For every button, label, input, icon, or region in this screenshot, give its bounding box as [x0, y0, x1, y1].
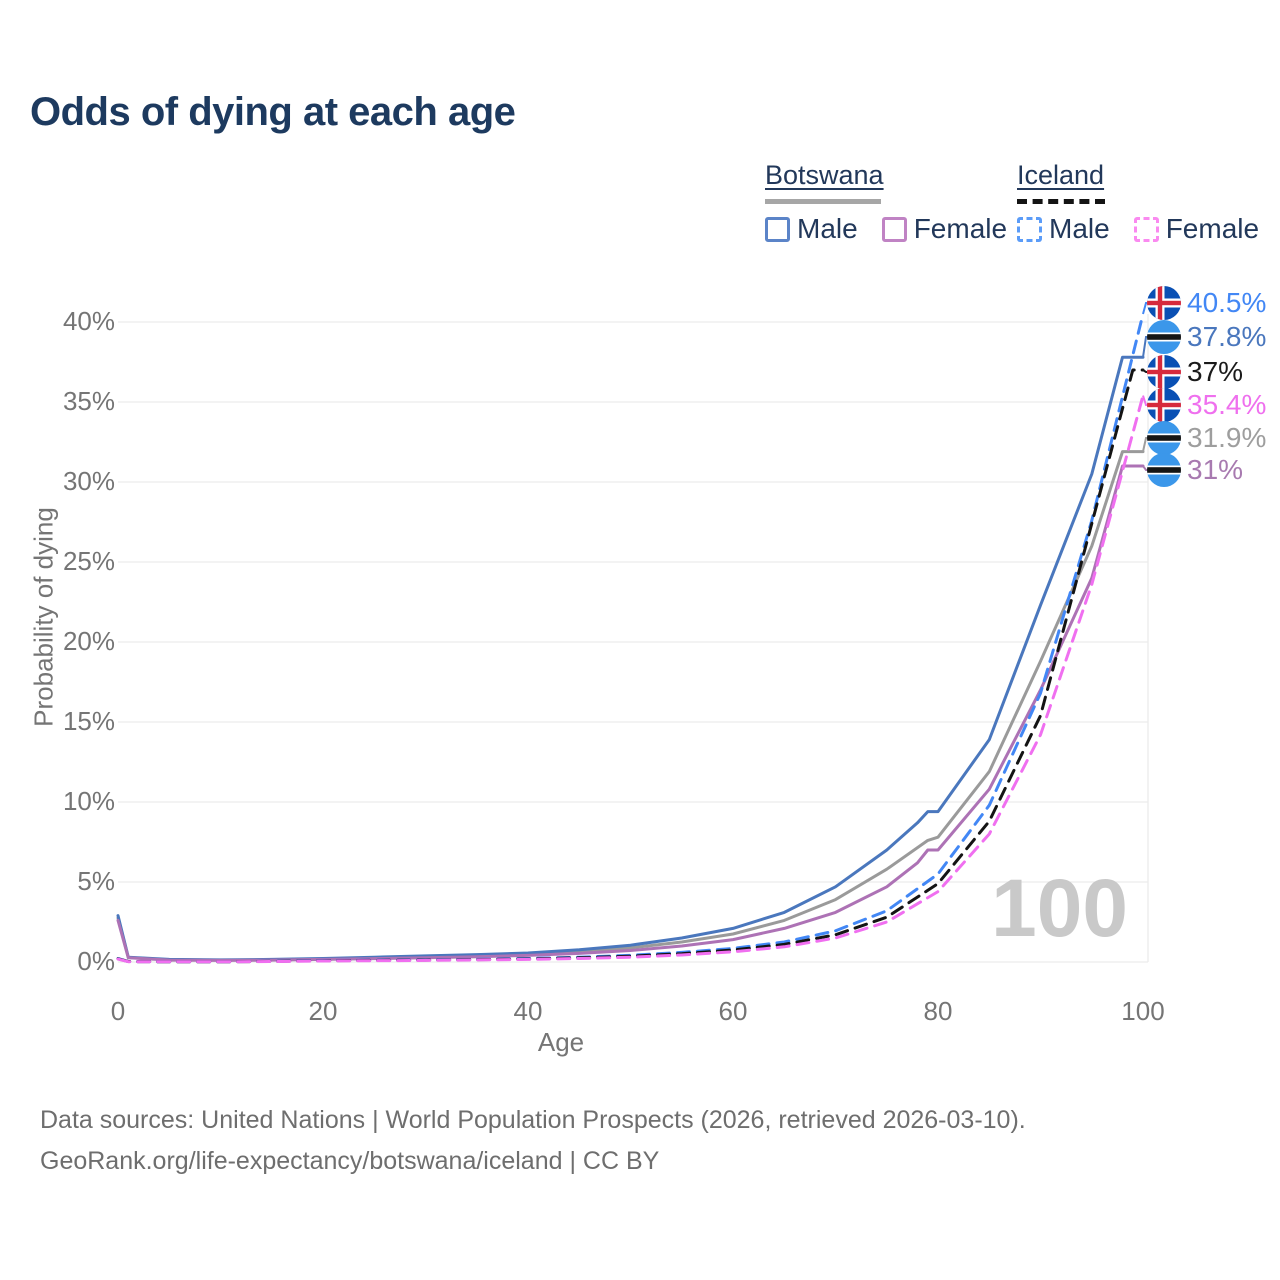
end-label-row: 31%: [1147, 453, 1243, 487]
end-label-row: 31.9%: [1147, 421, 1266, 455]
legend-group-iceland: Iceland Male Female: [1017, 160, 1259, 245]
legend-label-botswana-female: Female: [913, 213, 1008, 244]
legend-toggle-iceland-female[interactable]: Female: [1133, 213, 1260, 245]
legend-header-iceland[interactable]: Iceland: [1017, 160, 1105, 190]
x-tick-label: 60: [718, 996, 748, 1026]
checkbox-iceland-male[interactable]: [1017, 216, 1042, 242]
flag-icon-iceland: [1147, 355, 1181, 389]
end-label-row: 37.8%: [1147, 320, 1266, 354]
legend-header-botswana[interactable]: Botswana: [765, 160, 884, 190]
end-label-row: 37%: [1147, 355, 1243, 389]
end-label-value: 37.8%: [1187, 321, 1267, 352]
legend-line-sample-iceland: [1017, 199, 1105, 204]
end-label-value: 37%: [1187, 356, 1244, 387]
checkbox-botswana-male[interactable]: [765, 216, 790, 242]
footer-data-sources: Data sources: United Nations | World Pop…: [40, 1106, 1026, 1134]
legend-label-iceland-female: Female: [1165, 213, 1260, 244]
line-iceland-female: [116, 394, 1145, 964]
line-iceland-male: [116, 312, 1145, 964]
end-label-row: 40.5%: [1147, 286, 1266, 320]
y-axis-title: Probability of dying: [28, 507, 59, 727]
y-tick-label: 25%: [62, 546, 115, 576]
end-label-value: 31%: [1187, 454, 1244, 485]
end-label-value: 31.9%: [1187, 422, 1267, 453]
x-tick-label: 80: [923, 996, 953, 1026]
flag-icon-botswana: [1147, 320, 1181, 354]
page-title: Odds of dying at each age: [30, 90, 516, 134]
line-botswana-total: [116, 450, 1145, 962]
line-iceland-total: [116, 368, 1145, 964]
y-tick-label: 35%: [62, 386, 115, 416]
y-tick-label: 30%: [62, 466, 115, 496]
end-label-value: 35.4%: [1187, 389, 1267, 420]
legend-line-sample-botswana: [765, 199, 881, 204]
x-tick-label: 20: [308, 996, 338, 1026]
y-tick-label: 5%: [77, 866, 115, 896]
legend-group-botswana: Botswana Male Female: [765, 160, 1007, 245]
y-tick-label: 40%: [62, 306, 115, 336]
legend-toggle-botswana-male[interactable]: Male: [765, 213, 858, 245]
x-axis-title: Age: [537, 1027, 585, 1057]
legend-label-iceland-male: Male: [1049, 213, 1110, 244]
legend-toggle-botswana-female[interactable]: Female: [881, 213, 1008, 245]
y-tick-label: 0%: [77, 946, 115, 976]
end-label-row: 35.4%: [1147, 388, 1266, 422]
y-tick-label: 10%: [62, 786, 115, 816]
y-tick-label: 20%: [62, 626, 115, 656]
legend-label-botswana-male: Male: [797, 213, 858, 244]
checkbox-botswana-female[interactable]: [881, 216, 907, 242]
flag-icon-botswana: [1147, 421, 1181, 455]
line-botswana-male: [116, 355, 1145, 962]
x-tick-label: 0: [110, 996, 126, 1026]
x-tick-label: 40: [513, 996, 543, 1026]
footer-attribution: GeoRank.org/life-expectancy/botswana/ice…: [40, 1147, 660, 1175]
line-botswana-female: [116, 464, 1145, 962]
y-tick-label: 15%: [62, 706, 115, 736]
x-tick-label: 100: [1121, 996, 1165, 1026]
flag-icon-botswana: [1147, 453, 1181, 487]
age-watermark: 100: [991, 863, 1128, 954]
legend-toggle-iceland-male[interactable]: Male: [1017, 213, 1110, 245]
flag-icon-iceland: [1147, 286, 1181, 320]
checkbox-iceland-female[interactable]: [1133, 216, 1159, 242]
flag-icon-iceland: [1147, 388, 1181, 422]
end-label-value: 40.5%: [1187, 287, 1267, 318]
